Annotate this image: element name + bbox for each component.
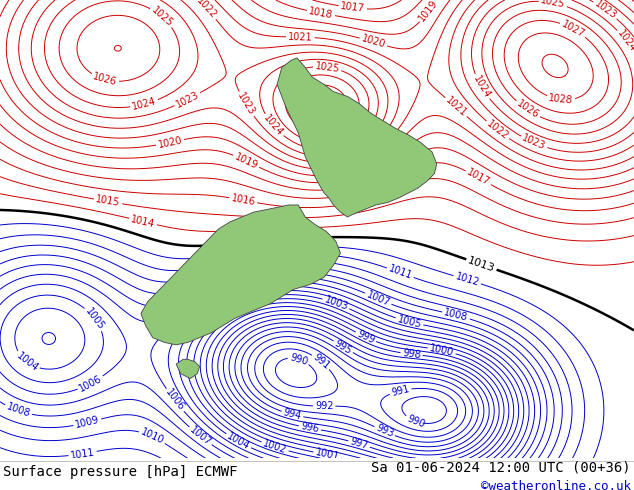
Text: 1020: 1020: [157, 135, 183, 150]
Text: 1024: 1024: [615, 28, 634, 54]
Text: 1008: 1008: [5, 402, 31, 419]
Polygon shape: [277, 58, 437, 217]
Text: 991: 991: [311, 352, 332, 371]
Text: 1000: 1000: [429, 343, 455, 358]
Text: 992: 992: [315, 401, 333, 411]
Text: 1025: 1025: [540, 0, 566, 10]
Text: ©weatheronline.co.uk: ©weatheronline.co.uk: [481, 480, 631, 490]
Text: 1004: 1004: [225, 431, 252, 452]
Text: 1018: 1018: [389, 151, 415, 173]
Text: 1025: 1025: [150, 5, 174, 29]
Text: 990: 990: [288, 352, 309, 367]
Text: 1002: 1002: [262, 438, 288, 456]
Text: 1023: 1023: [593, 0, 618, 21]
Text: 1024: 1024: [131, 96, 157, 112]
Text: 1006: 1006: [164, 388, 186, 413]
Text: 1013: 1013: [467, 255, 496, 274]
Text: 1005: 1005: [396, 314, 422, 330]
Text: 1003: 1003: [323, 294, 349, 312]
Text: 1027: 1027: [560, 19, 586, 40]
Text: 1021: 1021: [443, 95, 469, 119]
Polygon shape: [141, 205, 340, 345]
Text: 991: 991: [391, 384, 411, 398]
Text: 1026: 1026: [284, 70, 310, 92]
Text: 1022: 1022: [484, 119, 510, 142]
Text: 1023: 1023: [521, 133, 547, 152]
Text: 1023: 1023: [174, 90, 201, 109]
Text: 999: 999: [355, 329, 376, 345]
Text: Sa 01-06-2024 12:00 UTC (00+36): Sa 01-06-2024 12:00 UTC (00+36): [371, 460, 631, 474]
Text: 1018: 1018: [308, 6, 334, 20]
Text: 996: 996: [300, 421, 320, 435]
Text: 1019: 1019: [233, 151, 259, 171]
Text: 1008: 1008: [443, 307, 469, 323]
Text: 998: 998: [402, 348, 421, 360]
Text: 1024: 1024: [262, 113, 285, 138]
Text: 1001: 1001: [314, 447, 340, 463]
Text: 1017: 1017: [340, 1, 366, 14]
Text: 1007: 1007: [365, 290, 391, 308]
Polygon shape: [176, 359, 200, 379]
Text: 1026: 1026: [92, 72, 118, 88]
Text: 1022: 1022: [195, 0, 219, 21]
Text: 990: 990: [405, 413, 426, 429]
Text: 1007: 1007: [188, 424, 213, 448]
Text: 994: 994: [282, 407, 302, 421]
Text: 1019: 1019: [417, 0, 440, 24]
Text: 1028: 1028: [548, 93, 574, 106]
Text: 1020: 1020: [360, 34, 387, 50]
Text: 995: 995: [333, 338, 354, 356]
Text: 997: 997: [349, 437, 370, 451]
Text: 1009: 1009: [74, 415, 100, 430]
Text: 1010: 1010: [214, 262, 241, 277]
Text: 1021: 1021: [288, 32, 313, 43]
Text: 1015: 1015: [95, 195, 121, 208]
Text: 1023: 1023: [235, 91, 257, 117]
Text: Surface pressure [hPa] ECMWF: Surface pressure [hPa] ECMWF: [3, 466, 238, 480]
Text: 1012: 1012: [454, 271, 481, 288]
Text: 1017: 1017: [465, 168, 491, 188]
Text: 1014: 1014: [130, 214, 156, 229]
Text: 1006: 1006: [77, 373, 104, 393]
Text: 1005: 1005: [83, 306, 106, 332]
Text: 993: 993: [374, 423, 395, 440]
Text: 1009: 1009: [179, 279, 205, 295]
Text: 1026: 1026: [515, 98, 541, 121]
Text: 1011: 1011: [387, 264, 413, 282]
Text: 1024: 1024: [471, 74, 492, 100]
Text: 1004: 1004: [14, 350, 40, 373]
Text: 1027: 1027: [297, 111, 323, 132]
Text: 1010: 1010: [139, 427, 165, 446]
Text: 1011: 1011: [70, 447, 96, 461]
Text: 1016: 1016: [230, 193, 256, 207]
Text: 1025: 1025: [314, 61, 340, 74]
